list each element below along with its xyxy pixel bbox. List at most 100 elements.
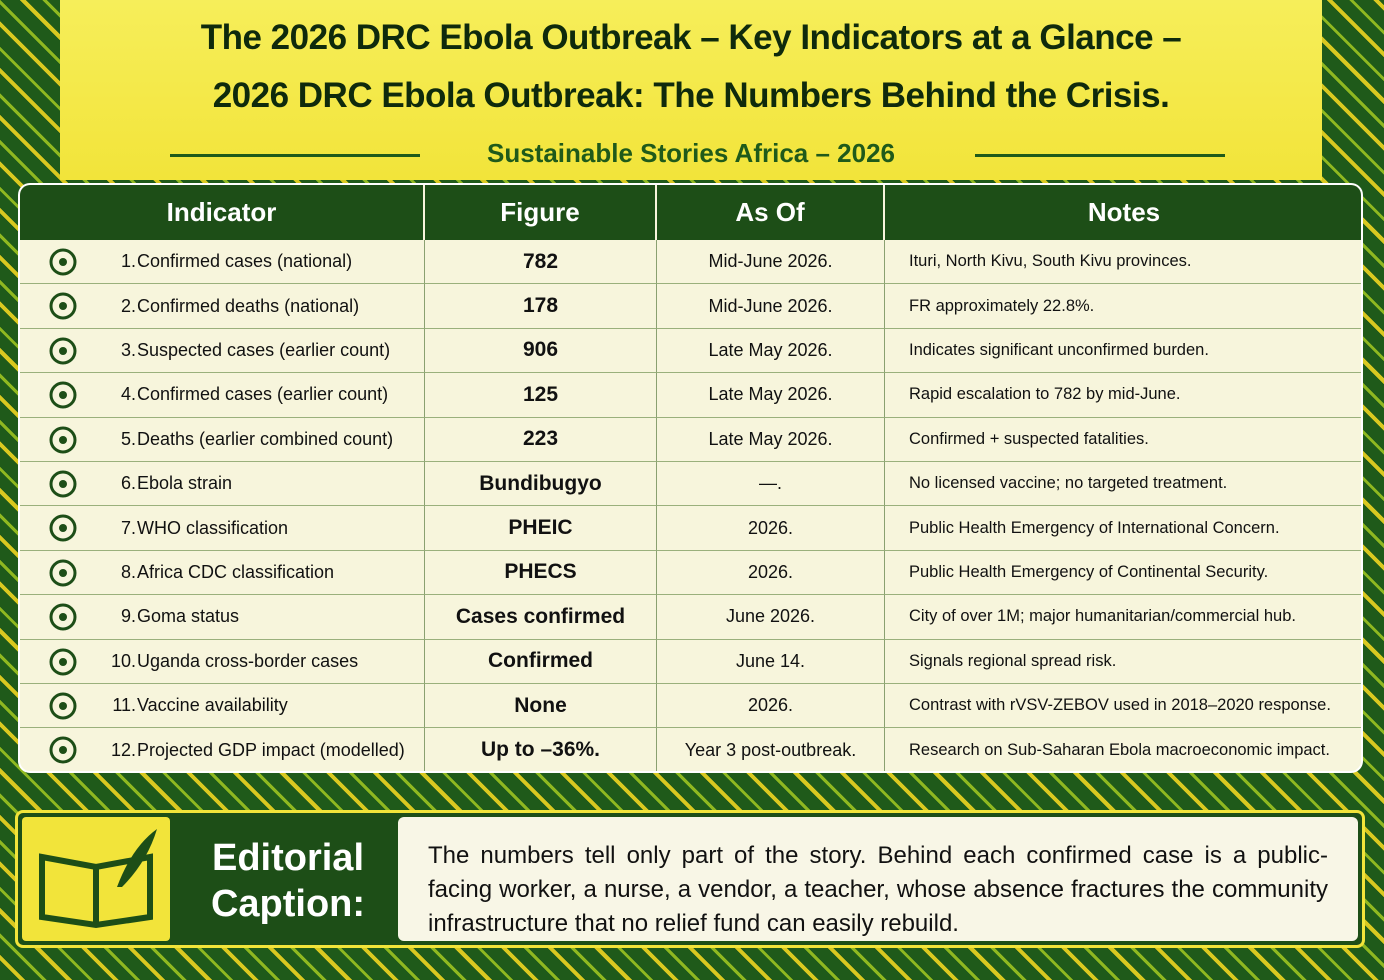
book-svg	[39, 829, 157, 929]
notes: Public Health Emergency of Continental S…	[885, 551, 1361, 596]
icon-shape	[59, 346, 67, 355]
icon-shape	[49, 736, 77, 764]
as-of: Late May 2026.	[657, 328, 885, 374]
figure: 125	[425, 373, 657, 418]
indicator-cell: 1. Confirmed cases (national)	[20, 240, 425, 285]
notes: FR approximately 22.8%.	[885, 284, 1361, 329]
row-number: 10.	[110, 650, 136, 671]
indicator-cell: 3. Suspected cases (earlier count)	[20, 328, 425, 374]
indicator: WHO classification	[137, 517, 289, 538]
row-icon	[49, 426, 77, 454]
figure: Cases confirmed	[425, 595, 657, 640]
icon-shape	[59, 746, 67, 755]
subtitle: Sustainable Stories Africa – 2026	[486, 138, 895, 168]
as-of: Mid-June 2026.	[657, 284, 885, 329]
icon-shape	[59, 435, 67, 444]
book-icon	[22, 817, 170, 941]
as-of: —.	[657, 462, 885, 507]
row-icon	[49, 559, 77, 587]
quill	[117, 829, 157, 887]
row-icon	[49, 692, 77, 720]
row-number: 11.	[112, 695, 136, 716]
indicator: Suspected cases (earlier count)	[137, 339, 391, 360]
notes: City of over 1M; major humanitarian/comm…	[885, 595, 1361, 640]
figure: None	[425, 684, 657, 729]
icon-shape	[59, 302, 67, 311]
row-number: 4.	[120, 384, 136, 405]
as-of: 2026.	[657, 506, 885, 551]
indicator: Ebola strain	[137, 473, 233, 494]
row-number: 9.	[120, 606, 136, 627]
indicator: Confirmed cases (earlier count)	[137, 384, 389, 405]
notes: Confirmed + suspected fatalities.	[885, 418, 1361, 462]
title-banner: The 2026 DRC Ebola Outbreak – Key Indica…	[60, 0, 1322, 180]
notes: No licensed vaccine; no targeted treatme…	[885, 462, 1361, 507]
icon-shape	[49, 470, 77, 498]
figure: Confirmed	[425, 639, 657, 684]
icon-shape	[59, 657, 67, 666]
as-of: Mid-June 2026.	[657, 240, 885, 285]
indicator: Confirmed deaths (national)	[137, 295, 360, 316]
row-icon	[49, 248, 77, 276]
icon-shape	[49, 692, 77, 720]
icon-shape	[59, 702, 67, 710]
as-of: 2026.	[657, 550, 885, 596]
icon-shape	[49, 648, 77, 676]
row-number: 8.	[120, 561, 136, 582]
row-number: 12.	[110, 739, 136, 760]
row-number: 2.	[120, 295, 136, 316]
row-icon	[49, 603, 77, 631]
icon-shape	[49, 514, 77, 542]
indicator-cell: 9. Goma status	[20, 595, 425, 640]
row-icon	[49, 736, 77, 764]
row-number: 7.	[120, 517, 136, 538]
indicator-cell: 12. Projected GDP impact (modelled)	[20, 728, 425, 771]
indicator: Vaccine availability	[137, 695, 288, 716]
indicator-cell: 5. Deaths (earlier combined count)	[20, 417, 425, 462]
book	[39, 853, 153, 929]
row-icon	[49, 337, 77, 365]
indicator: Projected GDP impact (modelled)	[137, 739, 405, 760]
row-number: 3.	[120, 339, 136, 360]
figure: 178	[425, 284, 657, 329]
table: Indicator Figure As Of Notes 1. Confirmed cas…	[18, 183, 1363, 773]
figure: Bundibugyo	[425, 462, 657, 507]
icon-shape	[49, 337, 77, 365]
indicator-cell: 10. Uganda cross-border cases	[20, 639, 425, 684]
title-line: 2026 DRC Ebola Outbreak: The Numbers Beh…	[212, 76, 1170, 115]
icon-shape	[49, 381, 77, 409]
as-of: Late May 2026.	[657, 373, 885, 418]
icon-shape	[49, 292, 77, 320]
icon-shape	[49, 603, 77, 631]
row-icon	[49, 514, 77, 542]
icon-shape	[59, 480, 67, 488]
row-icon	[49, 292, 77, 320]
notes: Research on Sub-Saharan Ebola macroecono…	[885, 728, 1361, 771]
figure: 223	[425, 417, 657, 462]
row-number: 1.	[120, 251, 136, 272]
notes: Indicates significant unconfirmed burden…	[885, 329, 1361, 374]
indicator: Uganda cross-border cases	[137, 650, 359, 671]
figure: Up to –36%.	[425, 728, 657, 771]
as-of: June 14.	[657, 639, 885, 684]
row-icon	[49, 470, 77, 498]
notes: Contrast with rVSV-ZEBOV used in 2018–20…	[885, 684, 1361, 729]
icon-shape	[59, 258, 67, 266]
icon-shape	[59, 524, 67, 533]
caption-text: The numbers tell only part of the story.…	[398, 817, 1358, 941]
icon-shape	[49, 248, 77, 276]
icon-shape	[59, 568, 67, 577]
icon-shape	[59, 613, 67, 622]
as-of: Late May 2026.	[657, 417, 885, 462]
notes: Rapid escalation to 782 by mid-June.	[885, 373, 1361, 418]
indicator: Deaths (earlier combined count)	[137, 428, 394, 449]
figure: 906	[425, 328, 657, 374]
indicator-cell: 11. Vaccine availability	[20, 684, 425, 729]
notes: Public Health Emergency of International…	[885, 506, 1361, 551]
as-of: June 2026.	[657, 595, 885, 640]
figure: 782	[425, 240, 657, 285]
indicator: Africa CDC classification	[137, 561, 335, 582]
indicator: Confirmed cases (national)	[137, 251, 353, 272]
column-header: As Of	[657, 185, 885, 240]
